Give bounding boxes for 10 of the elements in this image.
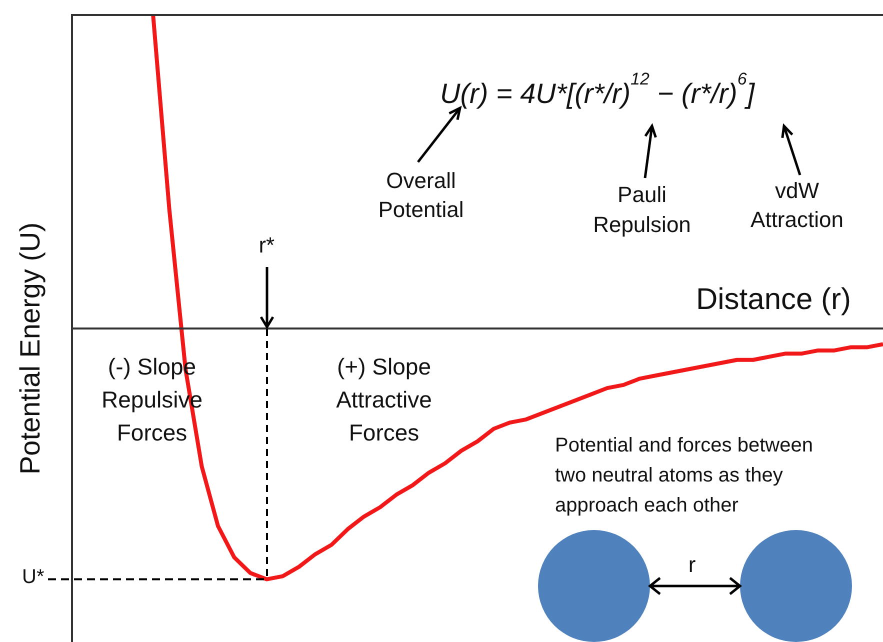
- annotation: (+) Slope Attractive Forces: [336, 353, 432, 446]
- annotation: r: [688, 552, 696, 578]
- annotation: Pauli Repulsion: [593, 182, 691, 238]
- ref-line-label: U*: [22, 566, 44, 588]
- x-axis-title: Distance (r): [696, 282, 851, 316]
- annotation: r*: [258, 232, 276, 258]
- y-axis-title: Potential Energy (U): [14, 222, 46, 475]
- annotation: vdW Attraction: [750, 178, 844, 232]
- annotation: Potential and forces between two neutral atoms as they approach each other: [555, 434, 813, 517]
- annotation: Overall Potential: [378, 168, 464, 222]
